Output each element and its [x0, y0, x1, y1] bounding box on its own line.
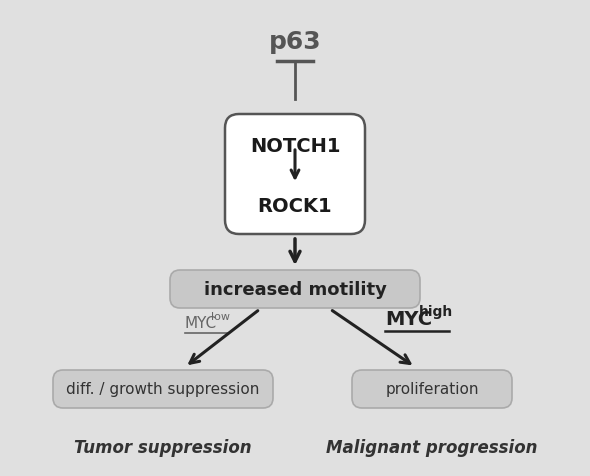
- Text: ROCK1: ROCK1: [258, 197, 332, 216]
- Text: diff. / growth suppression: diff. / growth suppression: [66, 382, 260, 397]
- Text: Tumor suppression: Tumor suppression: [74, 438, 252, 456]
- FancyBboxPatch shape: [53, 370, 273, 408]
- Text: low: low: [211, 311, 230, 321]
- Text: MYC: MYC: [385, 309, 432, 328]
- Text: proliferation: proliferation: [385, 382, 478, 397]
- Text: MYC: MYC: [185, 315, 217, 330]
- Text: p63: p63: [268, 30, 322, 54]
- Text: high: high: [419, 304, 453, 318]
- FancyBboxPatch shape: [352, 370, 512, 408]
- Text: Malignant progression: Malignant progression: [326, 438, 537, 456]
- Text: NOTCH1: NOTCH1: [250, 137, 340, 156]
- FancyBboxPatch shape: [170, 270, 420, 308]
- Text: increased motility: increased motility: [204, 280, 386, 298]
- FancyBboxPatch shape: [225, 115, 365, 235]
